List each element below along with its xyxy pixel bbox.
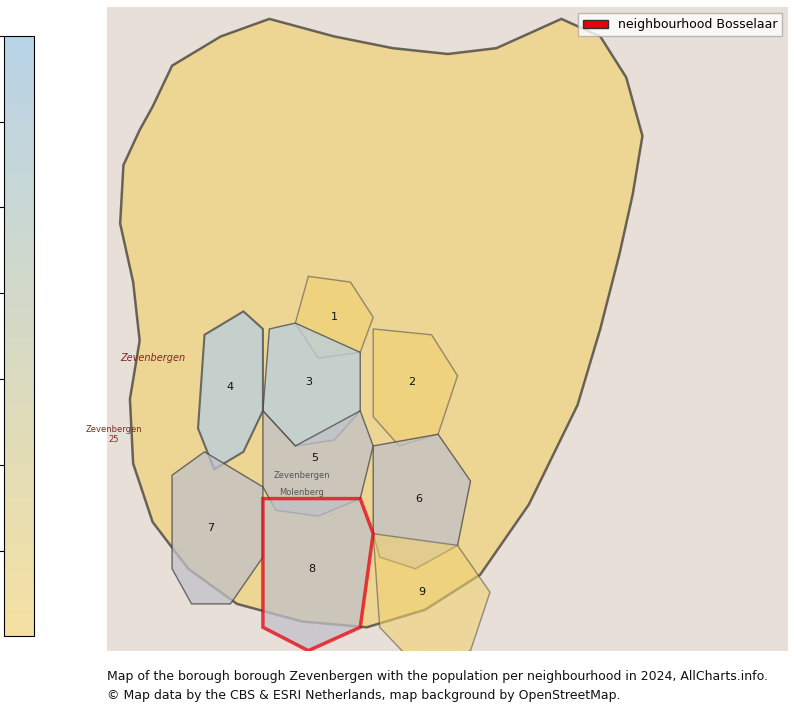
Text: 8: 8 — [308, 564, 315, 574]
Text: 3: 3 — [305, 377, 312, 387]
Text: 9: 9 — [418, 587, 426, 597]
Polygon shape — [172, 452, 263, 604]
Text: 4: 4 — [227, 383, 234, 393]
Text: 5: 5 — [311, 453, 318, 462]
Polygon shape — [373, 533, 490, 668]
Polygon shape — [373, 329, 457, 446]
Polygon shape — [263, 323, 360, 446]
Text: © Map data by the CBS & ESRI Netherlands, map background by OpenStreetMap.: © Map data by the CBS & ESRI Netherlands… — [107, 689, 621, 702]
Text: Zevenbergen: Zevenbergen — [273, 471, 330, 480]
Text: Molenberg: Molenberg — [279, 488, 324, 498]
Text: Zevenbergen: Zevenbergen — [120, 353, 185, 363]
Polygon shape — [263, 498, 373, 651]
Text: 6: 6 — [415, 494, 422, 503]
Polygon shape — [198, 311, 263, 470]
Polygon shape — [373, 434, 471, 569]
Text: 2: 2 — [409, 377, 416, 387]
Text: Zevenbergen
25: Zevenbergen 25 — [86, 424, 142, 444]
Polygon shape — [295, 276, 373, 358]
Text: 7: 7 — [207, 523, 214, 533]
Polygon shape — [263, 411, 373, 516]
Text: 1: 1 — [331, 312, 337, 322]
Text: Map of the borough borough Zevenbergen with the population per neighbourhood in : Map of the borough borough Zevenbergen w… — [107, 670, 768, 683]
Legend: neighbourhood Bosselaar: neighbourhood Bosselaar — [578, 14, 782, 37]
Polygon shape — [120, 19, 642, 627]
